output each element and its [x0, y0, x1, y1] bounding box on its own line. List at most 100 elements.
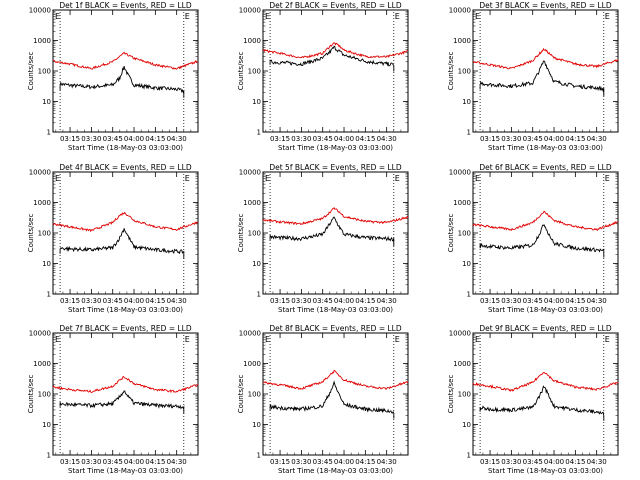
lld-series-line: [262, 369, 409, 391]
x-tick-label: 03:30: [501, 458, 521, 466]
y-tick-label: 10000: [239, 330, 261, 338]
marker-label: E: [55, 174, 60, 183]
y-tick-label: 100: [458, 391, 471, 399]
marker-label: E: [265, 174, 270, 183]
y-tick-label: 100: [38, 230, 51, 238]
y-tick-label: 1: [47, 129, 51, 137]
events-series-line: [269, 380, 395, 419]
marker-label: E: [395, 174, 400, 183]
x-tick-label: 04:30: [167, 135, 187, 143]
chart-title: Det 2f BLACK = Events, RED = LLD: [269, 1, 402, 10]
y-tick-label: 10: [42, 421, 51, 429]
plot-frame: [52, 9, 199, 133]
events-series-line: [269, 45, 395, 72]
events-series-line: [479, 60, 605, 97]
x-tick-label: 03:45: [103, 458, 123, 466]
lld-series-line: [52, 51, 199, 70]
x-tick-label: 04:15: [355, 135, 375, 143]
x-tick-label: 04:00: [544, 135, 564, 143]
x-tick-label: 03:30: [291, 135, 311, 143]
y-tick-label: 10000: [449, 330, 471, 338]
y-axis-label: Counts/sec: [27, 375, 35, 414]
x-tick-label: 03:15: [60, 297, 80, 305]
chart-panel-1: Det 1f BLACK = Events, RED = LLD 1 10 100 10…: [27, 1, 199, 152]
x-axis-label: Start Time (18-May-03 03:03:00): [68, 467, 183, 475]
y-tick-label: 10000: [449, 7, 471, 15]
y-tick-label: 1000: [33, 360, 51, 368]
x-tick-label: 04:30: [377, 135, 397, 143]
plot-frame: [262, 332, 409, 456]
y-axis-label: Counts/sec: [447, 52, 455, 91]
x-tick-label: 03:15: [480, 458, 500, 466]
y-tick-label: 10000: [29, 7, 51, 15]
x-tick-label: 03:15: [60, 135, 80, 143]
chart-panel-5: Det 5f BLACK = Events, RED = LLD 1 10 100 10…: [237, 163, 409, 314]
x-tick-label: 04:15: [565, 458, 585, 466]
y-tick-label: 1000: [33, 199, 51, 207]
lld-series-line: [472, 371, 619, 392]
x-tick-label: 03:45: [523, 135, 543, 143]
y-tick-label: 1000: [453, 199, 471, 207]
y-axis-label: Counts/sec: [237, 52, 245, 91]
lld-series-line: [52, 211, 199, 233]
x-tick-label: 04:15: [145, 297, 165, 305]
x-tick-label: 04:30: [167, 458, 187, 466]
x-tick-label: 03:30: [501, 297, 521, 305]
events-series-line: [59, 228, 185, 259]
y-axis-label: Counts/sec: [27, 52, 35, 91]
y-tick-label: 100: [248, 391, 261, 399]
marker-label: E: [55, 335, 60, 344]
x-tick-label: 03:45: [523, 297, 543, 305]
x-tick-label: 04:00: [334, 135, 354, 143]
x-axis-label: Start Time (18-May-03 03:03:00): [488, 144, 603, 152]
y-tick-label: 10: [252, 98, 261, 106]
x-axis-label: Start Time (18-May-03 03:03:00): [278, 467, 393, 475]
y-tick-label: 1000: [243, 37, 261, 45]
y-tick-label: 1: [257, 291, 261, 299]
marker-label: E: [475, 12, 480, 21]
x-tick-label: 03:45: [313, 297, 333, 305]
y-tick-label: 100: [38, 68, 51, 76]
x-tick-label: 03:15: [270, 135, 290, 143]
y-tick-label: 100: [248, 68, 261, 76]
y-axis-label: Counts/sec: [27, 214, 35, 253]
chart-panel-9: Det 9f BLACK = Events, RED = LLD 1 10 100 10…: [447, 324, 619, 475]
x-tick-label: 04:00: [544, 458, 564, 466]
x-tick-label: 04:15: [565, 135, 585, 143]
y-tick-label: 10000: [449, 169, 471, 177]
y-tick-label: 10: [252, 260, 261, 268]
plot-frame: [472, 171, 619, 295]
lld-series-line: [472, 47, 619, 70]
chart-panel-6: Det 6f BLACK = Events, RED = LLD 1 10 100 10…: [447, 163, 619, 314]
lld-series-line: [52, 375, 199, 394]
x-axis-label: Start Time (18-May-03 03:03:00): [278, 306, 393, 314]
events-series-line: [479, 224, 605, 258]
x-tick-label: 03:30: [501, 135, 521, 143]
lld-series-line: [262, 42, 409, 59]
x-tick-label: 04:15: [145, 135, 165, 143]
y-tick-label: 10: [462, 421, 471, 429]
y-tick-label: 10: [42, 98, 51, 106]
x-tick-label: 03:45: [313, 135, 333, 143]
marker-label: E: [605, 335, 610, 344]
x-tick-label: 03:15: [480, 135, 500, 143]
y-tick-label: 1000: [33, 37, 51, 45]
events-series-line: [59, 390, 185, 414]
chart-title: Det 8f BLACK = Events, RED = LLD: [269, 324, 402, 333]
chart-title: Det 1f BLACK = Events, RED = LLD: [59, 1, 192, 10]
x-axis-label: Start Time (18-May-03 03:03:00): [68, 306, 183, 314]
y-tick-label: 1: [47, 291, 51, 299]
chart-panel-8: Det 8f BLACK = Events, RED = LLD 1 10 100 10…: [237, 324, 409, 475]
chart-title: Det 6f BLACK = Events, RED = LLD: [479, 163, 612, 172]
y-tick-label: 1000: [453, 360, 471, 368]
x-tick-label: 03:45: [103, 297, 123, 305]
chart-title: Det 7f BLACK = Events, RED = LLD: [59, 324, 192, 333]
x-tick-label: 03:45: [103, 135, 123, 143]
marker-label: E: [55, 12, 60, 21]
x-tick-label: 03:15: [60, 458, 80, 466]
y-axis-label: Counts/sec: [447, 375, 455, 414]
y-tick-label: 10000: [29, 330, 51, 338]
x-axis-label: Start Time (18-May-03 03:03:00): [488, 467, 603, 475]
x-tick-label: 04:15: [355, 297, 375, 305]
marker-label: E: [185, 335, 190, 344]
